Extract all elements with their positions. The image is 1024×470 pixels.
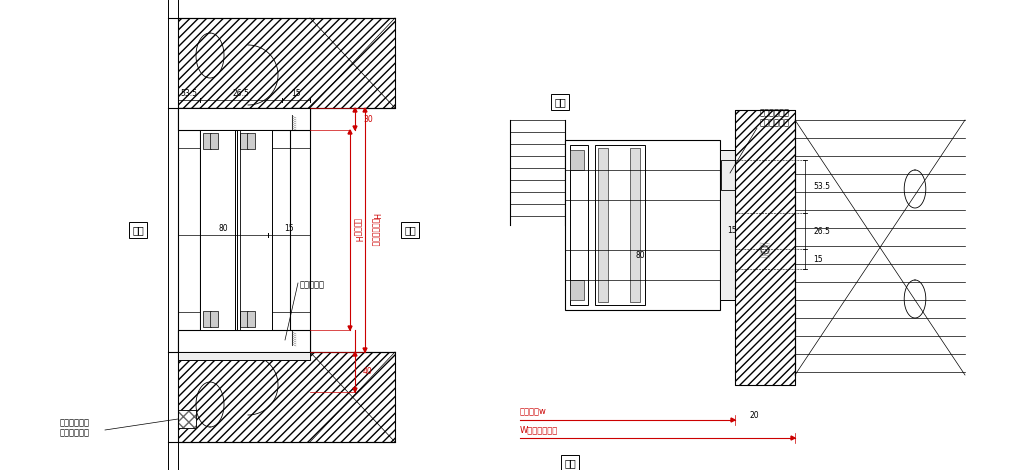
- Bar: [240, 311, 248, 327]
- Text: 26.5: 26.5: [232, 88, 250, 97]
- Bar: [178, 18, 395, 108]
- Text: 20: 20: [749, 412, 759, 421]
- Bar: [210, 311, 218, 327]
- Bar: [735, 110, 795, 385]
- Polygon shape: [348, 130, 352, 134]
- Bar: [178, 18, 395, 108]
- Bar: [565, 140, 720, 310]
- Bar: [200, 130, 234, 330]
- Text: 外部: 外部: [132, 225, 144, 235]
- Bar: [247, 311, 255, 327]
- Bar: [570, 150, 584, 170]
- Bar: [721, 160, 735, 190]
- Bar: [735, 110, 795, 385]
- Bar: [290, 108, 310, 352]
- Bar: [570, 145, 588, 305]
- Polygon shape: [348, 326, 352, 330]
- Text: シーリング材
（別途工事）: シーリング材 （別途工事）: [760, 108, 790, 128]
- Text: 外部: 外部: [554, 97, 566, 107]
- Text: W（外法寸法）: W（外法寸法）: [520, 425, 558, 434]
- Text: 26.5: 26.5: [813, 227, 829, 235]
- Text: 15: 15: [727, 226, 736, 235]
- Text: H（外法寸法）: H（外法寸法）: [371, 213, 380, 247]
- Bar: [598, 148, 608, 302]
- Bar: [282, 108, 310, 130]
- Polygon shape: [353, 126, 357, 130]
- Bar: [247, 133, 255, 149]
- Text: 15: 15: [813, 254, 822, 264]
- Polygon shape: [791, 436, 795, 440]
- Bar: [178, 108, 310, 130]
- Bar: [178, 410, 196, 428]
- Bar: [721, 160, 735, 190]
- Text: 15: 15: [285, 224, 294, 233]
- Bar: [240, 133, 248, 149]
- Bar: [282, 330, 310, 352]
- Polygon shape: [731, 418, 735, 422]
- Bar: [178, 108, 200, 352]
- Bar: [595, 145, 645, 305]
- Bar: [178, 410, 196, 428]
- Text: 内法基準w: 内法基準w: [520, 407, 547, 416]
- Bar: [203, 311, 211, 327]
- Text: 53.5: 53.5: [180, 88, 198, 97]
- Text: 40: 40: [362, 368, 373, 376]
- Polygon shape: [353, 352, 357, 356]
- Text: 内法基準H: 内法基準H: [353, 218, 362, 242]
- Text: 内部: 内部: [564, 458, 575, 468]
- Bar: [237, 130, 272, 330]
- Text: 15: 15: [291, 88, 301, 97]
- Bar: [210, 133, 218, 149]
- Bar: [178, 352, 310, 360]
- Text: 既製品額縁: 既製品額縁: [300, 281, 325, 290]
- Bar: [178, 352, 395, 442]
- Text: 80: 80: [218, 224, 227, 233]
- Polygon shape: [353, 108, 357, 112]
- Text: 内部: 内部: [404, 225, 416, 235]
- Polygon shape: [362, 348, 367, 352]
- Bar: [178, 352, 395, 442]
- Bar: [720, 150, 735, 300]
- Bar: [178, 330, 310, 352]
- Text: 53.5: 53.5: [813, 182, 830, 191]
- Polygon shape: [362, 108, 367, 112]
- Bar: [570, 280, 584, 300]
- Bar: [630, 148, 640, 302]
- Polygon shape: [353, 388, 357, 392]
- Text: 80: 80: [635, 251, 645, 259]
- Bar: [203, 133, 211, 149]
- Text: シーリング材
（別途工事）: シーリング材 （別途工事）: [60, 418, 90, 438]
- Text: 30: 30: [362, 115, 373, 124]
